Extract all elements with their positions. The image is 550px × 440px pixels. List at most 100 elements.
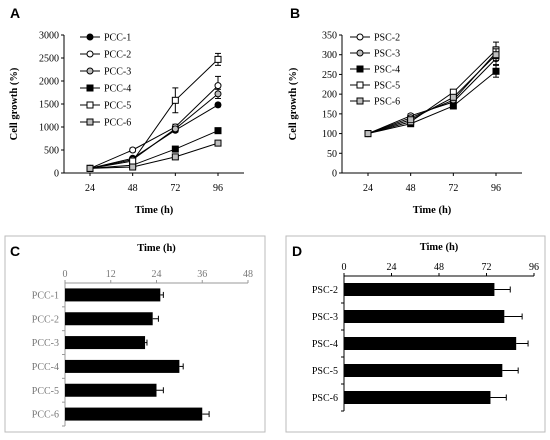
category-label: PCC-6 — [32, 410, 59, 421]
x-tick-label: 96 — [213, 183, 223, 194]
x-tick-label: 48 — [434, 262, 444, 273]
data-point — [492, 67, 500, 75]
x-tick-label: 24 — [152, 269, 162, 280]
panel-d: D Time (h) 0 24 48 72 96 PSC-2 PSC-3 PSC-4 PSC-5 PS… — [285, 235, 546, 433]
data-point — [364, 130, 372, 138]
legend-entry: PCC-5 — [104, 101, 131, 112]
data-point — [214, 55, 222, 63]
legend-entry: PCC-3 — [104, 67, 131, 78]
category-label: PSC-4 — [312, 339, 338, 350]
y-tick-label: 500 — [44, 146, 59, 157]
data-point — [492, 51, 500, 59]
x-tick-label: 72 — [170, 183, 180, 194]
x-tick-label: 0 — [63, 269, 68, 280]
category-label: PSC-5 — [312, 366, 338, 377]
bar — [344, 391, 491, 404]
bar — [65, 383, 157, 397]
y-tick-label: 350 — [322, 31, 337, 42]
series-line — [89, 59, 219, 169]
bar — [344, 364, 503, 377]
category-label: PCC-3 — [32, 338, 59, 349]
x-tick-label: 24 — [387, 262, 397, 273]
x-tick-label: 36 — [197, 269, 207, 280]
x-axis-label: Time (h) — [135, 205, 174, 216]
data-point — [407, 116, 415, 124]
x-axis-label: Time (h) — [413, 205, 452, 216]
series-line — [89, 142, 219, 169]
data-point — [171, 125, 179, 133]
x-tick-label: 0 — [342, 262, 347, 273]
y-tick-label: 150 — [322, 109, 337, 120]
x-tick-label: 96 — [491, 183, 501, 194]
category-label: PSC-3 — [312, 312, 338, 323]
x-tick-label: 48 — [406, 183, 416, 194]
y-tick-label: 200 — [322, 90, 337, 101]
data-point — [129, 157, 137, 165]
y-tick-label: 100 — [322, 129, 337, 140]
data-point — [129, 163, 137, 171]
y-tick-label: 3000 — [39, 31, 59, 42]
legend-marker — [86, 84, 94, 92]
legend-entry: PCC-6 — [104, 118, 131, 129]
legend-entry: PSC-3 — [374, 49, 400, 60]
x-tick-label: 72 — [448, 183, 458, 194]
panel-b: B 0 50 100 150 200 250 300 350 24 48 72 96 Time (h) Ce… — [288, 5, 522, 216]
legend-marker — [86, 50, 94, 58]
legend: PSC-2 PSC-3 PSC-4 PSC-5 PSC-6 — [350, 33, 400, 108]
panel-letter: B — [290, 5, 300, 21]
series-line — [367, 70, 497, 135]
data-point — [171, 145, 179, 153]
x-tick-label: 72 — [482, 262, 492, 273]
legend-entry: PSC-2 — [374, 33, 400, 44]
category-label: PSC-2 — [312, 285, 338, 296]
data-point — [214, 139, 222, 147]
y-axis-label: Cell growth (%) — [9, 67, 20, 140]
legend-marker — [86, 33, 94, 41]
y-tick-label: 1500 — [39, 100, 59, 111]
panel-c: C Time (h) 0 12 24 36 48 PCC-1 PCC-2 PCC-3 PCC-4 PC… — [4, 235, 266, 433]
y-tick-label: 1000 — [39, 123, 59, 134]
category-label: PCC-5 — [32, 386, 59, 397]
panel-letter: C — [10, 243, 20, 259]
panel-a: A 0 500 1000 1500 2000 2500 3000 24 48 72 96 Time (h… — [9, 5, 244, 216]
bar — [65, 336, 146, 350]
data-point — [171, 153, 179, 161]
series-line — [89, 130, 219, 169]
data-point — [129, 146, 137, 154]
category-label: PCC-1 — [32, 290, 59, 301]
y-tick-label: 2000 — [39, 77, 59, 88]
legend-entry: PSC-5 — [374, 81, 400, 92]
bar — [65, 359, 180, 373]
legend-marker — [356, 81, 364, 89]
legend: PCC-1 PCC-2 PCC-3 PCC-4 PCC-5 PCC-6 — [80, 33, 131, 129]
legend-entry: PSC-4 — [374, 65, 400, 76]
series-line — [89, 104, 219, 169]
panel-frame — [285, 235, 546, 433]
x-axis-label: Time (h) — [137, 243, 176, 254]
category-label: PCC-4 — [32, 362, 59, 373]
data-point — [86, 164, 94, 172]
legend-marker — [356, 97, 364, 105]
series-line — [89, 85, 219, 169]
y-tick-label: 250 — [322, 70, 337, 81]
x-axis-label: Time (h) — [420, 242, 459, 253]
bar — [344, 337, 517, 350]
series-line — [367, 49, 497, 135]
legend-marker — [356, 65, 364, 73]
panel-letter: A — [10, 5, 20, 21]
y-tick-label: 300 — [322, 50, 337, 61]
series-pcc-6 — [86, 139, 222, 172]
y-tick-label: 50 — [327, 149, 337, 160]
category-label: PCC-2 — [32, 314, 59, 325]
panel-frame — [4, 235, 266, 433]
data-point — [214, 101, 222, 109]
legend-entry: PCC-2 — [104, 50, 131, 61]
x-tick-label: 12 — [106, 269, 116, 280]
legend-marker — [356, 33, 364, 41]
bar — [65, 312, 153, 326]
panel-letter: D — [292, 243, 302, 259]
x-tick-label: 24 — [85, 183, 95, 194]
y-tick-label: 0 — [332, 169, 337, 180]
x-tick-label: 48 — [128, 183, 138, 194]
